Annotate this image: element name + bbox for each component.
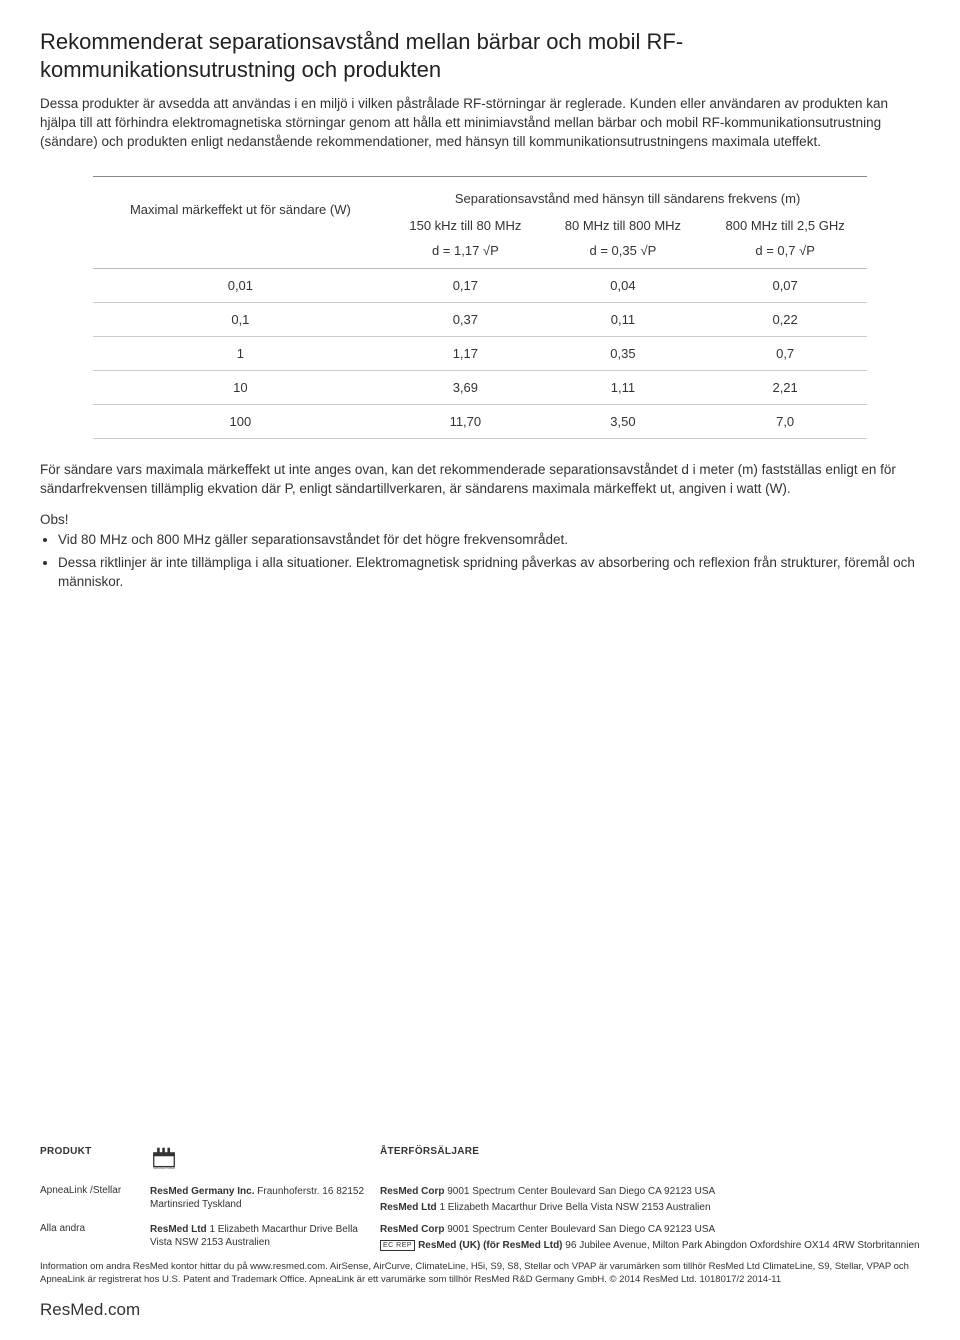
product-column-label: PRODUKT [40,1146,150,1157]
svg-text:MANUFACTURER: MANUFACTURER [153,1166,175,1170]
footer-product-row: Alla andra ResMed Ltd 1 Elizabeth Macart… [40,1223,920,1255]
table-header-left: Maximal märkeffekt ut för sändare (W) [93,176,388,243]
table-row: 0,1 0,37 0,11 0,22 [93,302,867,336]
table-row: 0,01 0,17 0,04 0,07 [93,268,867,302]
footer-product-row: ApneaLink /Stellar ResMed Germany Inc. F… [40,1185,920,1217]
col-header-2: 80 MHz till 800 MHz [543,216,703,243]
formula-3: d = 0,7 √P [703,243,867,269]
notes-list: Vid 80 MHz och 800 MHz gäller separation… [40,531,920,592]
col-header-1: 150 kHz till 80 MHz [388,216,543,243]
product-name: Alla andra [40,1223,150,1255]
manufacturer-icon: MANUFACTURER [150,1146,178,1170]
obs-label: Obs! [40,512,920,527]
table-row: 10 3,69 1,11 2,21 [93,370,867,404]
table-header-span: Separationsavstånd med hänsyn till sända… [388,176,867,216]
page-footer: PRODUKT MANUFACTURER ÅTERFÖRSÄLJARE Apne… [40,1146,920,1320]
product-name: ApneaLink /Stellar [40,1185,150,1217]
intro-paragraph: Dessa produkter är avsedda att användas … [40,95,920,152]
table-row: 100 11,70 3,50 7,0 [93,404,867,438]
separation-table: Maximal märkeffekt ut för sändare (W) Se… [93,176,867,439]
brand-link: ResMed.com [40,1300,920,1320]
page-title: Rekommenderat separationsavstånd mellan … [40,28,920,83]
formula-2: d = 0,35 √P [543,243,703,269]
col-header-3: 800 MHz till 2,5 GHz [703,216,867,243]
table-row: 1 1,17 0,35 0,7 [93,336,867,370]
legal-text: Information om andra ResMed kontor hitta… [40,1261,920,1286]
distributor-column-label: ÅTERFÖRSÄLJARE [380,1146,920,1157]
list-item: Vid 80 MHz och 800 MHz gäller separation… [58,531,920,550]
list-item: Dessa riktlinjer är inte tillämpliga i a… [58,554,920,592]
ec-rep-icon: EC REP [380,1240,415,1251]
formula-1: d = 1,17 √P [388,243,543,269]
after-table-paragraph: För sändare vars maximala märkeffekt ut … [40,461,920,499]
